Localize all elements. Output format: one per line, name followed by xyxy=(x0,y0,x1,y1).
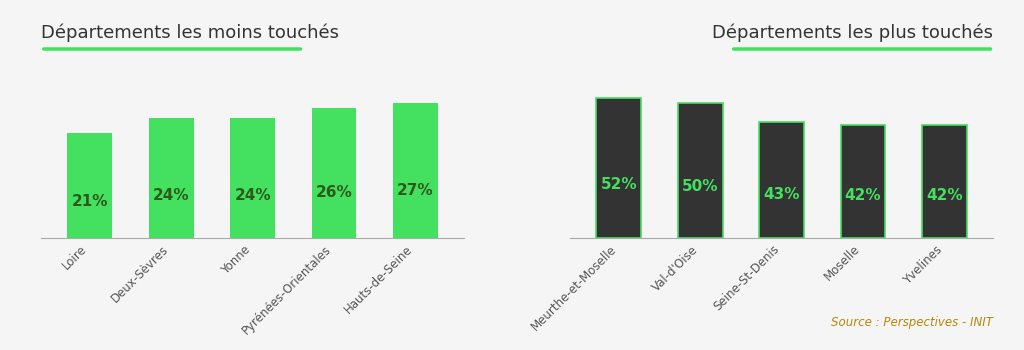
Bar xyxy=(678,103,723,238)
Text: 52%: 52% xyxy=(600,177,637,192)
Bar xyxy=(841,125,886,238)
Bar xyxy=(68,133,113,238)
Bar xyxy=(311,108,356,238)
Bar xyxy=(596,98,641,238)
Text: 21%: 21% xyxy=(72,194,109,209)
Text: 43%: 43% xyxy=(764,187,800,202)
Text: 24%: 24% xyxy=(153,189,189,203)
Text: Départements les moins touchés: Départements les moins touchés xyxy=(41,23,339,42)
Text: 50%: 50% xyxy=(682,179,719,194)
Text: 26%: 26% xyxy=(315,185,352,200)
Bar xyxy=(393,103,438,238)
Bar xyxy=(922,125,967,238)
Bar xyxy=(148,118,194,238)
Text: 27%: 27% xyxy=(397,183,434,198)
Bar xyxy=(759,122,804,238)
Text: 42%: 42% xyxy=(845,188,882,203)
Text: Départements les plus touchés: Départements les plus touchés xyxy=(713,23,993,42)
Text: 42%: 42% xyxy=(926,188,963,203)
Text: Source : Perspectives - INIT: Source : Perspectives - INIT xyxy=(831,316,993,329)
Bar xyxy=(230,118,275,238)
Text: 24%: 24% xyxy=(234,189,271,203)
